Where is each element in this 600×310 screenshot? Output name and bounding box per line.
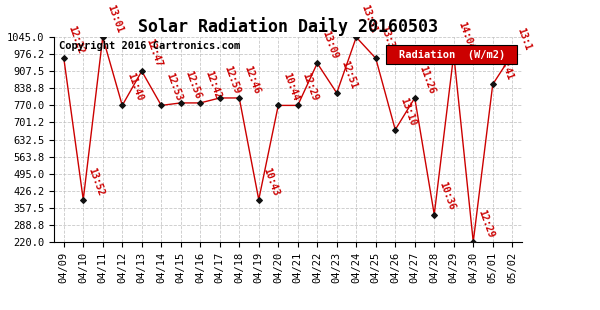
Text: 12:29: 12:29 (476, 208, 496, 239)
Point (332, 91, 341, 95)
Point (449, 52, 458, 57)
Text: 10:44: 10:44 (281, 72, 301, 103)
Text: 12:47: 12:47 (145, 38, 164, 69)
Text: Copyright 2016 Cartronics.com: Copyright 2016 Cartronics.com (59, 41, 240, 51)
Text: 13:52: 13:52 (86, 166, 106, 197)
Point (352, 35, 361, 40)
Title: Solar Radiation Daily 20160503: Solar Radiation Daily 20160503 (138, 17, 438, 36)
Text: Radiation  (W/m2): Radiation (W/m2) (398, 50, 505, 60)
Point (469, 239, 478, 244)
Point (488, 82, 497, 87)
Text: 12:29: 12:29 (301, 72, 320, 103)
Point (293, 103, 302, 108)
Point (391, 127, 400, 132)
Text: 13:01: 13:01 (106, 3, 125, 34)
Point (215, 95, 224, 100)
Text: 12:56: 12:56 (184, 69, 203, 100)
Point (137, 69, 146, 74)
Text: 12:53: 12:53 (164, 72, 184, 103)
Text: 14:04: 14:04 (457, 20, 476, 51)
Point (176, 100, 185, 105)
Point (274, 103, 283, 108)
Point (98, 35, 107, 40)
Point (79, 197, 88, 202)
Text: 11:26: 11:26 (418, 64, 437, 95)
Text: 12:59: 12:59 (223, 64, 242, 95)
Point (118, 103, 127, 108)
Text: 11:40: 11:40 (125, 72, 145, 103)
Text: 12:51: 12:51 (340, 59, 359, 90)
Text: 10:36: 10:36 (437, 181, 457, 212)
Text: 10:43: 10:43 (262, 166, 281, 197)
Point (371, 56, 380, 61)
Point (157, 103, 166, 108)
Text: 13:1: 13:1 (515, 26, 532, 51)
Text: 13:31: 13:31 (359, 3, 379, 34)
Text: 13:10: 13:10 (398, 96, 418, 127)
FancyBboxPatch shape (386, 45, 517, 64)
Point (313, 61, 322, 66)
Point (254, 197, 263, 202)
Text: 12:42: 12:42 (203, 69, 223, 100)
Text: 12:46: 12:46 (242, 64, 262, 95)
Text: 13:09: 13:09 (320, 29, 340, 60)
Point (430, 212, 439, 217)
Point (196, 100, 205, 105)
Text: 13:31: 13:31 (379, 24, 398, 55)
Text: 12:22: 12:22 (67, 24, 86, 55)
Text: 13:41: 13:41 (496, 51, 515, 82)
Point (59, 55, 68, 60)
Point (410, 95, 419, 100)
Point (235, 95, 244, 100)
Point (508, 52, 517, 57)
